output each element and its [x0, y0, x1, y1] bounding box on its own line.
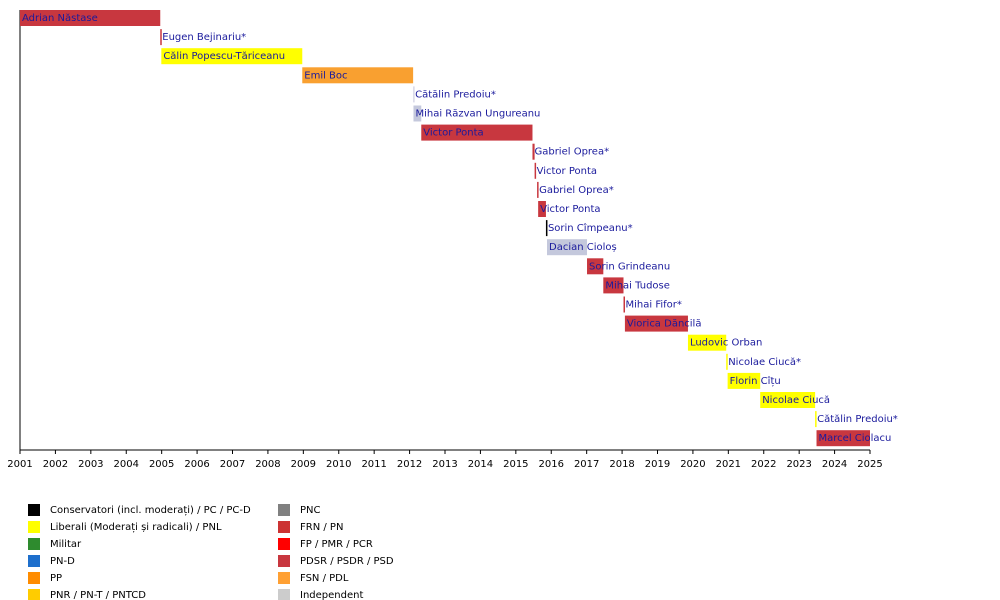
term-label: Cătălin Predoiu*	[817, 414, 898, 425]
x-tick-label: 2010	[326, 459, 351, 470]
legend-label: Conservatori (incl. moderați) / PC / PC-…	[50, 505, 251, 516]
term-bar	[545, 220, 548, 237]
term-bar	[624, 315, 688, 332]
term-bar	[815, 411, 817, 428]
term-label: Cătălin Predoiu*	[415, 89, 496, 100]
legend-label: PNC	[300, 505, 321, 516]
term-bar	[160, 29, 162, 46]
term-label: Victor Ponta	[540, 204, 600, 215]
term-label: Nicolae Ciucă	[762, 395, 830, 406]
x-tick-label: 2025	[857, 459, 882, 470]
x-tick-label: 2020	[680, 459, 705, 470]
term-label: Dacian Cioloș	[549, 242, 617, 253]
x-tick-label: 2017	[574, 459, 599, 470]
legend-swatch	[28, 504, 40, 516]
term-label: Sorin Grindeanu	[589, 261, 670, 272]
term-bar	[816, 430, 870, 447]
term-label: Eugen Bejinariu*	[162, 32, 246, 43]
x-tick-label: 2009	[291, 459, 316, 470]
x-tick-label: 2008	[255, 459, 280, 470]
legend-label: Militar	[50, 539, 82, 550]
x-tick-label: 2019	[645, 459, 670, 470]
term-bar	[623, 296, 625, 313]
x-tick-label: 2023	[786, 459, 811, 470]
legend-label: PDSR / PSDR / PSD	[300, 556, 394, 567]
term-bar	[726, 353, 728, 370]
x-tick-label: 2011	[361, 459, 386, 470]
x-tick-label: 2018	[609, 459, 634, 470]
x-tick-label: 2015	[503, 459, 528, 470]
term-label: Adrian Năstase	[22, 13, 98, 24]
legend-label: Liberali (Moderați și radicali) / PNL	[50, 522, 222, 533]
x-tick-label: 2006	[184, 459, 209, 470]
legend-swatch	[28, 538, 40, 550]
x-tick-label: 2007	[220, 459, 245, 470]
legend-label: Independent	[300, 590, 363, 600]
term-bar	[687, 334, 727, 351]
legend-swatch	[28, 572, 40, 584]
legend-label: FSN / PDL	[300, 573, 349, 584]
x-tick-label: 2004	[114, 459, 139, 470]
legend-swatch	[28, 555, 40, 567]
x-tick-label: 2016	[539, 459, 564, 470]
legend-swatch	[278, 555, 290, 567]
x-tick-label: 2005	[149, 459, 174, 470]
term-label: Viorica Dăncilă	[627, 319, 702, 330]
term-bar	[547, 239, 588, 256]
legend-label: PN-D	[50, 556, 75, 567]
term-bar	[537, 181, 539, 198]
term-label: Mihai Tudose	[605, 280, 670, 291]
legend-swatch	[278, 589, 290, 600]
x-tick-label: 2014	[468, 459, 493, 470]
term-bar	[20, 10, 161, 26]
x-tick-label: 2013	[432, 459, 457, 470]
term-label: Gabriel Oprea*	[534, 147, 609, 158]
legend-swatch	[278, 521, 290, 533]
term-label: Mihai Răzvan Ungureanu	[415, 109, 540, 120]
term-bar	[421, 124, 533, 141]
x-tick-label: 2022	[751, 459, 776, 470]
x-tick-label: 2003	[78, 459, 103, 470]
term-label: Marcel Ciolacu	[819, 433, 892, 444]
legend-swatch	[28, 521, 40, 533]
term-label: Ludovic Orban	[690, 338, 762, 349]
x-tick-label: 2002	[43, 459, 68, 470]
term-bar	[413, 105, 422, 122]
legend-label: PP	[50, 573, 62, 584]
term-bar	[587, 258, 604, 275]
x-tick-label: 2001	[7, 459, 32, 470]
term-label: Mihai Fifor*	[626, 300, 682, 311]
term-label: Emil Boc	[304, 70, 347, 81]
term-label: Gabriel Oprea*	[539, 185, 614, 196]
term-bar	[302, 67, 414, 84]
x-tick-label: 2012	[397, 459, 422, 470]
legend-label: PNR / PN-T / PNTCD	[50, 590, 146, 600]
x-tick-label: 2021	[716, 459, 741, 470]
term-bar	[760, 392, 816, 408]
legend-label: FRN / PN	[300, 522, 343, 533]
term-bar	[603, 277, 624, 294]
term-bar	[534, 162, 537, 179]
legend-swatch	[28, 589, 40, 600]
term-bar	[538, 201, 546, 217]
term-label: Florin Cîțu	[730, 375, 781, 387]
legend-swatch	[278, 504, 290, 516]
x-tick-label: 2024	[822, 459, 847, 470]
legend-swatch	[278, 572, 290, 584]
term-label: Nicolae Ciucă*	[728, 357, 801, 368]
term-bar	[727, 372, 761, 389]
term-label: Victor Ponta	[537, 166, 597, 177]
term-label: Victor Ponta	[423, 128, 483, 139]
term-label: Călin Popescu-Tăriceanu	[163, 51, 285, 62]
legend-swatch	[278, 538, 290, 550]
term-label: Sorin Cîmpeanu*	[548, 222, 633, 234]
term-bar	[532, 143, 535, 160]
legend-label: FP / PMR / PCR	[300, 539, 373, 550]
term-bar	[413, 86, 415, 103]
term-bar	[161, 48, 303, 65]
